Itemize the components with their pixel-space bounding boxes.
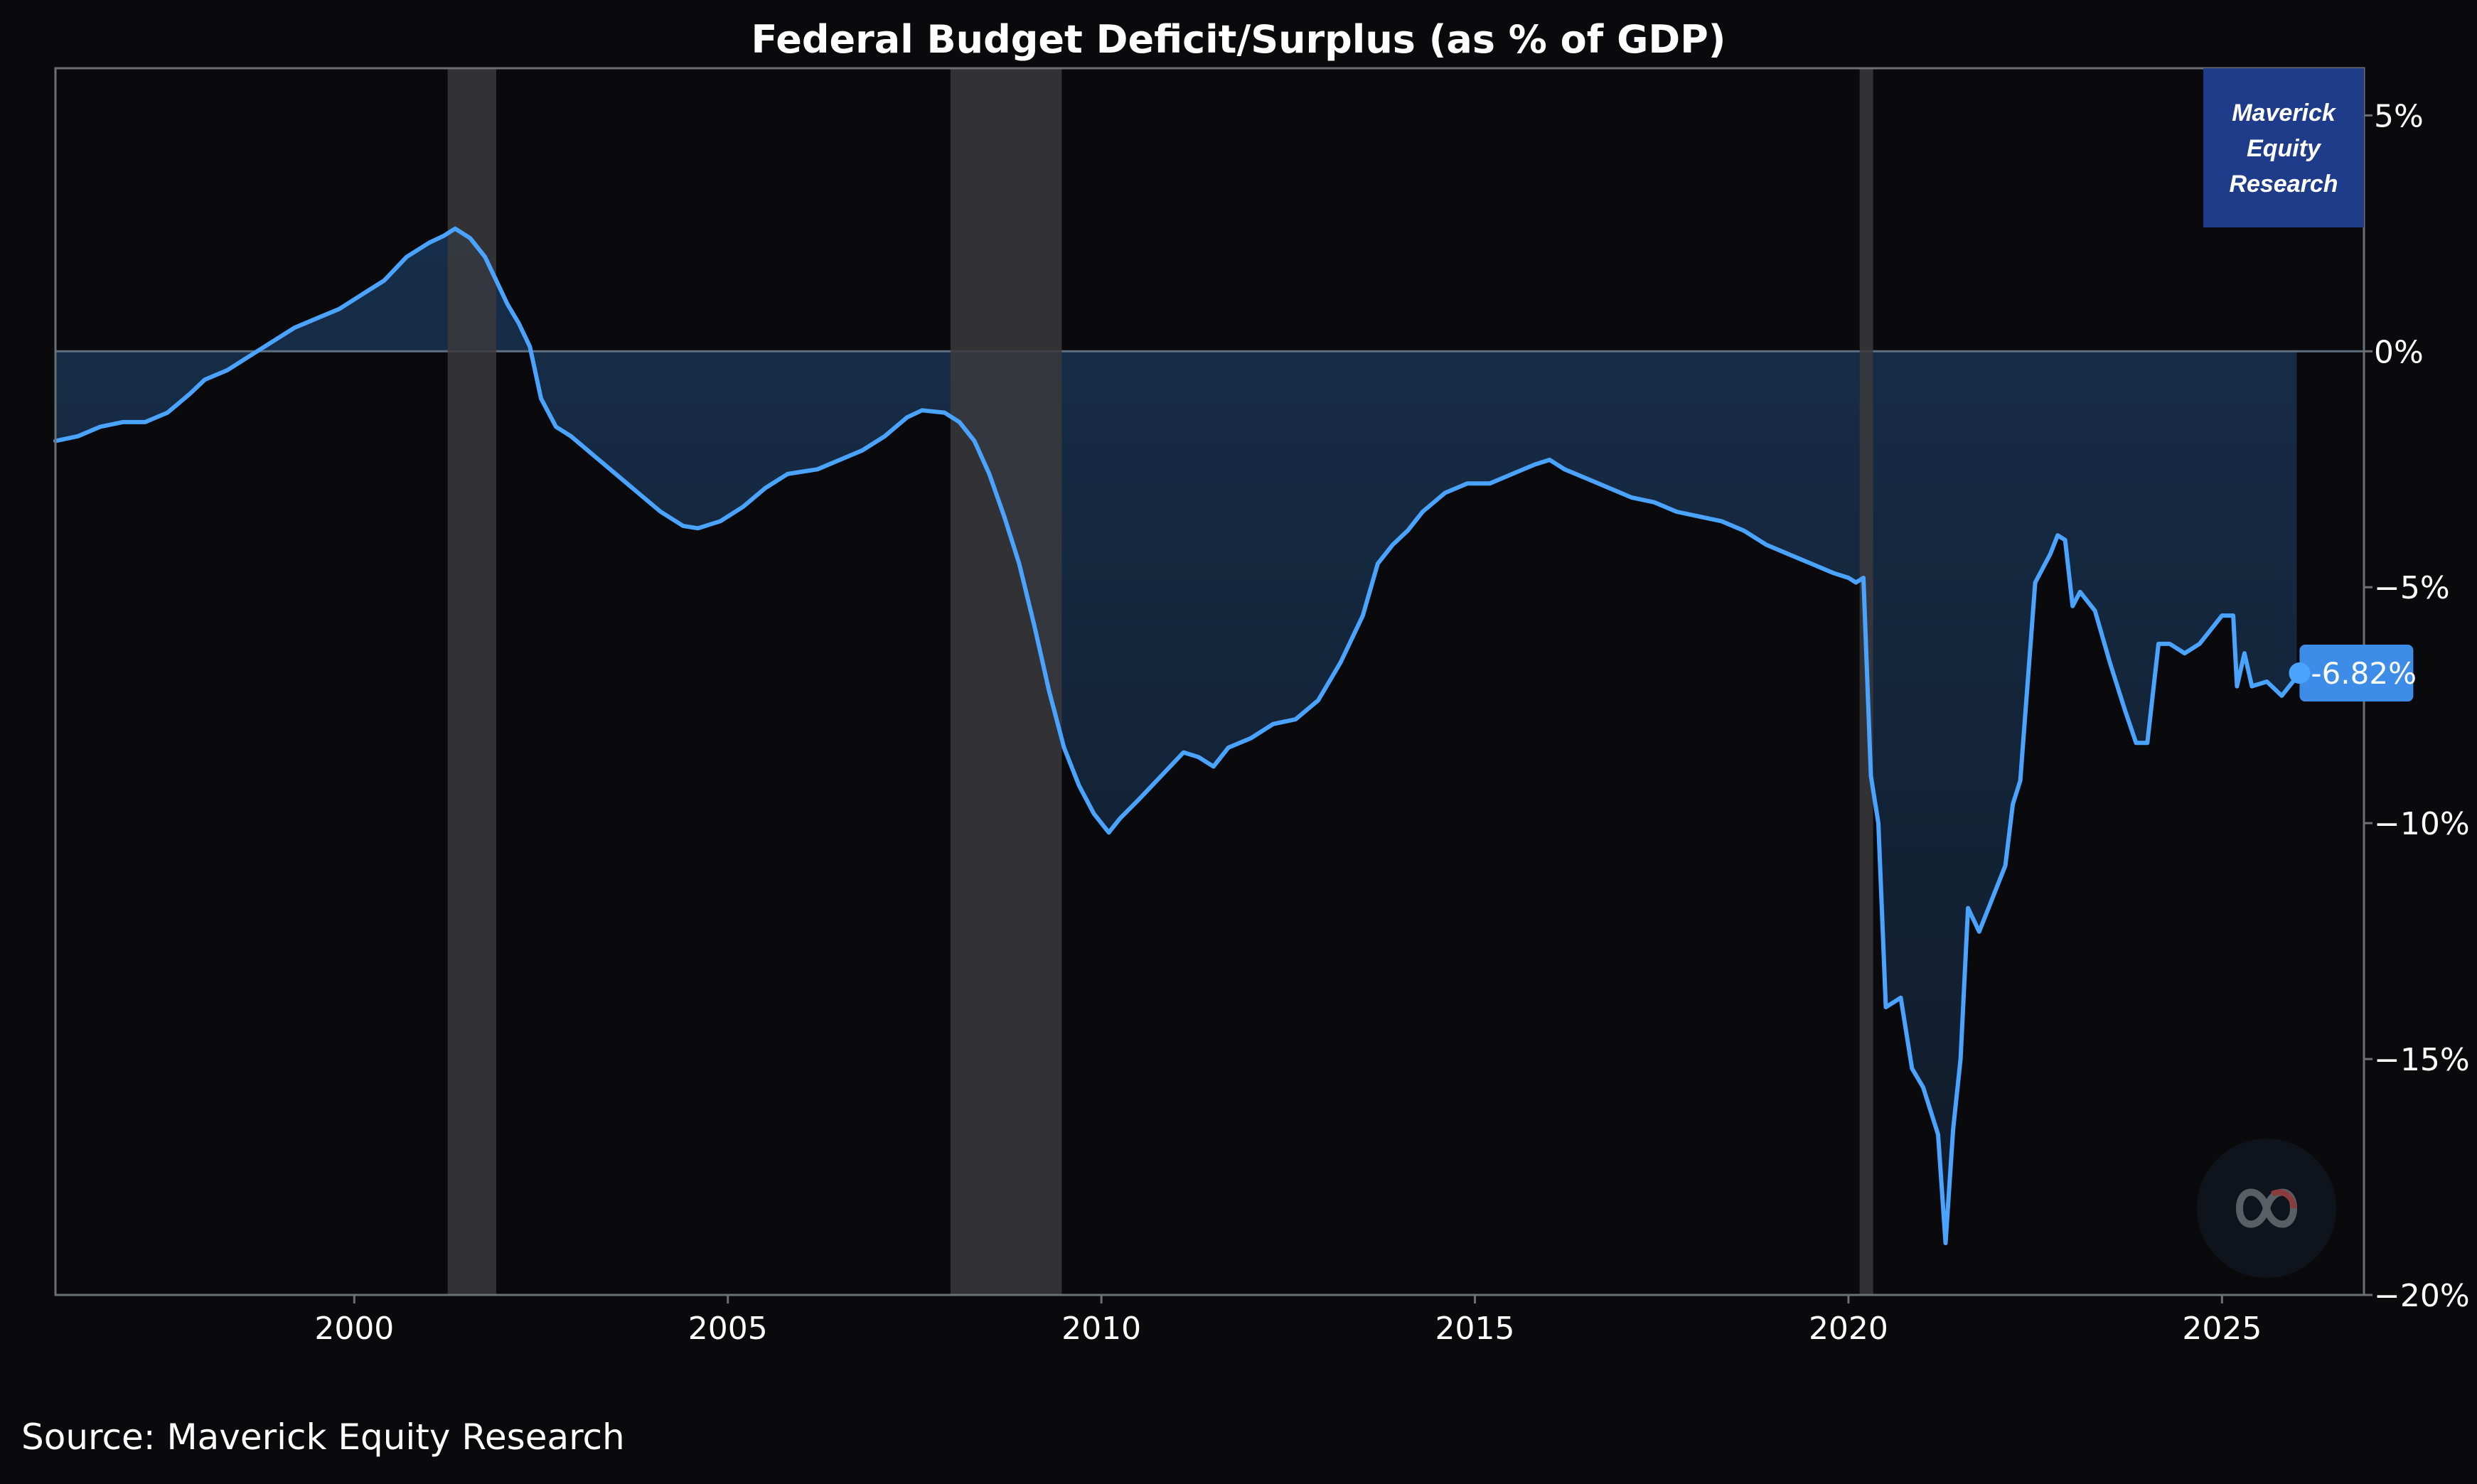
last-value-point: [2289, 662, 2311, 684]
deficit-area-fill: [55, 228, 2297, 1244]
y-tick-label-0: 0%: [2374, 334, 2424, 370]
y-tick-label--10: −10%: [2374, 806, 2470, 842]
y-tick-label-5: 5%: [2374, 98, 2424, 134]
x-tick-label-2025: 2025: [2182, 1311, 2262, 1347]
plot-area: 2000 2005 2010 2015 2020 2025 5% 0% −5% −10% −15% −…: [53, 67, 2470, 1347]
x-tick-label-2010: 2010: [1061, 1311, 1141, 1347]
chart-title: Federal Budget Deficit/Surplus (as % of …: [751, 17, 1726, 62]
last-value-label: -6.82%: [2311, 656, 2417, 691]
recession-band-2: [950, 68, 1062, 1295]
deficit-series-line: [53, 226, 2299, 1245]
y-tick-label--20: −20%: [2374, 1278, 2470, 1314]
badge-background: [2203, 68, 2364, 227]
maverick-badge: Maverick Equity Research: [2203, 68, 2364, 227]
y-tick-label--5: −5%: [2374, 570, 2450, 606]
source-note: Source: Maverick Equity Research: [21, 1416, 625, 1458]
infinity-logo-icon: [2197, 1139, 2336, 1278]
x-tick-label-2015: 2015: [1435, 1311, 1515, 1347]
badge-line-1: Maverick: [2232, 100, 2337, 127]
y-tick-label--15: −15%: [2374, 1042, 2470, 1078]
badge-line-2: Equity: [2247, 135, 2322, 162]
badge-line-3: Research: [2229, 171, 2338, 198]
x-tick-label-2000: 2000: [314, 1311, 394, 1347]
recession-band-1: [447, 68, 496, 1295]
x-tick-label-2020: 2020: [1809, 1311, 1888, 1347]
last-value-label-box: [2299, 645, 2414, 702]
x-tick-label-2005: 2005: [688, 1311, 768, 1347]
